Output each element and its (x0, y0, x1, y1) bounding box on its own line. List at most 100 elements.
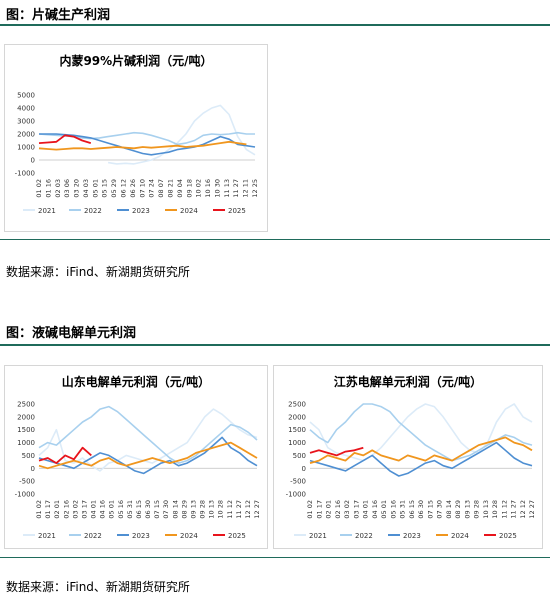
x-tick-label: 01 17 (44, 500, 52, 519)
y-tick-label: 5000 (17, 92, 35, 100)
y-tick-label: -1000 (286, 491, 306, 499)
x-tick-label: 03 20 (73, 179, 81, 198)
x-tick-label: 10 30 (213, 179, 221, 198)
x-tick-label: 05 16 (117, 500, 125, 519)
chart-shandong: 山东电解单元利润（元/吨） -1000 -500 0 500 1000 1500 2000 25… (15, 374, 261, 540)
x-tick-label: 08 29 (180, 500, 188, 519)
series-line-2024 (38, 140, 247, 151)
y-tick-label: -500 (19, 478, 35, 486)
x-tick-label: 03 17 (352, 500, 360, 519)
series-line-2021 (107, 104, 256, 165)
x-tick-label: 09 13 (463, 500, 471, 519)
x-tick-label: 02 16 (334, 500, 342, 519)
x-tick-label: 07 10 (138, 179, 146, 198)
chart-caustic-flake: 内蒙99%片碱利润（元/吨） -1000 0 1000 2000 3000 4000 5000… (15, 53, 259, 215)
series-line-2025 (38, 446, 92, 464)
x-tick-label: 06 12 (120, 179, 128, 198)
x-tick-label: 06 30 (417, 500, 425, 519)
y-tick-label: 500 (293, 452, 306, 460)
x-tick-label: 12 27 (253, 500, 261, 519)
x-tick-label: 07 30 (162, 500, 170, 519)
x-tick-label: 11 27 (510, 500, 518, 519)
legend-label-2023: 2023 (403, 532, 421, 540)
x-tick-label: 05 31 (399, 500, 407, 519)
y-tick-label: 1500 (288, 426, 306, 434)
caption-rule-2 (0, 344, 550, 346)
x-tick-label: 10 16 (204, 179, 212, 198)
legend-label-2023: 2023 (132, 207, 150, 215)
x-tick-label: 09 04 (176, 179, 184, 198)
x-tick-label: 03 17 (80, 500, 88, 519)
series-line-2023 (309, 441, 533, 477)
chart-panel-2: 山东电解单元利润（元/吨） -1000 -500 0 500 1000 1500 2000 25… (4, 365, 268, 549)
x-tick-label: 01 17 (315, 500, 323, 519)
legend-label-2022: 2022 (355, 532, 373, 540)
y-tick-label: 2000 (17, 131, 35, 139)
x-tick-label: 04 01 (362, 500, 370, 519)
y-tick-label: 2000 (288, 413, 306, 421)
x-tick-label: 07 15 (153, 500, 161, 519)
y-tick-label: 3000 (17, 118, 35, 126)
legend-label-2022: 2022 (84, 532, 102, 540)
x-tick-label: 04 16 (371, 500, 379, 519)
source-rule-1 (0, 239, 550, 240)
y-tick-label: 2000 (17, 413, 35, 421)
y-tick-label: 1000 (17, 439, 35, 447)
x-tick-label: 06 26 (129, 179, 137, 198)
x-tick-label: 09 18 (185, 179, 193, 198)
x-tick-label: 08 29 (454, 500, 462, 519)
series-line-2021 (38, 408, 258, 472)
legend-label-2025: 2025 (499, 532, 517, 540)
x-tick-label: 01 02 (35, 500, 43, 519)
y-tick-label: 4000 (17, 105, 35, 113)
x-tick-label: 05 16 (389, 500, 397, 519)
x-tick-label: 11 12 (226, 500, 234, 519)
chart-title: 内蒙99%片碱利润（元/吨） (59, 53, 212, 68)
x-tick-label: 02 01 (325, 500, 333, 519)
x-tick-label: 01 16 (44, 179, 52, 198)
legend-label-2022: 2022 (84, 207, 102, 215)
y-tick-label: 2500 (288, 401, 306, 409)
x-tick-label: 10 13 (482, 500, 490, 519)
y-tick-label: 0 (31, 465, 35, 473)
x-tick-label: 10 13 (208, 500, 216, 519)
legend-label-2021: 2021 (309, 532, 327, 540)
source-note-1: 数据来源：iFind、新湖期货研究所 (6, 265, 190, 279)
x-tick-label: 05 31 (126, 500, 134, 519)
y-tick-label: -1000 (15, 170, 35, 178)
y-tick-label: 1000 (17, 144, 35, 152)
y-tick-label: 2500 (17, 401, 35, 409)
chart-panel-3: 江苏电解单元利润（元/吨） -1000 -500 0 500 1000 1500 2000 25… (273, 365, 543, 549)
x-tick-label: 07 15 (426, 500, 434, 519)
x-tick-label: 05 29 (110, 179, 118, 198)
x-tick-label: 08 14 (171, 500, 179, 519)
x-tick-label: 02 16 (62, 500, 70, 519)
x-tick-label: 12 12 (519, 500, 527, 519)
legend-label-2023: 2023 (132, 532, 150, 540)
legend-label-2021: 2021 (38, 532, 56, 540)
y-tick-label: 1500 (17, 426, 35, 434)
legend-label-2025: 2025 (228, 532, 246, 540)
legend-label-2024: 2024 (180, 207, 198, 215)
x-tick-label: 08 14 (445, 500, 453, 519)
x-tick-label: 06 15 (408, 500, 416, 519)
y-tick-label: 1000 (288, 439, 306, 447)
x-tick-label: 12 25 (251, 179, 259, 198)
y-tick-label: -500 (290, 478, 306, 486)
x-tick-label: 07 24 (148, 179, 156, 198)
y-tick-label: 500 (22, 452, 35, 460)
x-tick-label: 02 03 (54, 179, 62, 198)
y-tick-label: -1000 (15, 491, 35, 499)
x-tick-label: 08 21 (166, 179, 174, 198)
series-line-2023 (38, 436, 258, 475)
x-tick-label: 06 15 (135, 500, 143, 519)
x-tick-label: 11 12 (500, 500, 508, 519)
chart-title: 江苏电解单元利润（元/吨） (334, 374, 482, 389)
figure-caption-2: 图：液碱电解单元利润 (6, 326, 137, 341)
x-tick-label: 03 06 (63, 179, 71, 198)
caption-rule-1 (0, 24, 550, 26)
x-tick-label: 09 28 (473, 500, 481, 519)
x-tick-label: 05 01 (108, 500, 116, 519)
x-tick-label: 01 02 (306, 500, 314, 519)
source-note-2: 数据来源：iFind、新湖期货研究所 (6, 580, 190, 594)
